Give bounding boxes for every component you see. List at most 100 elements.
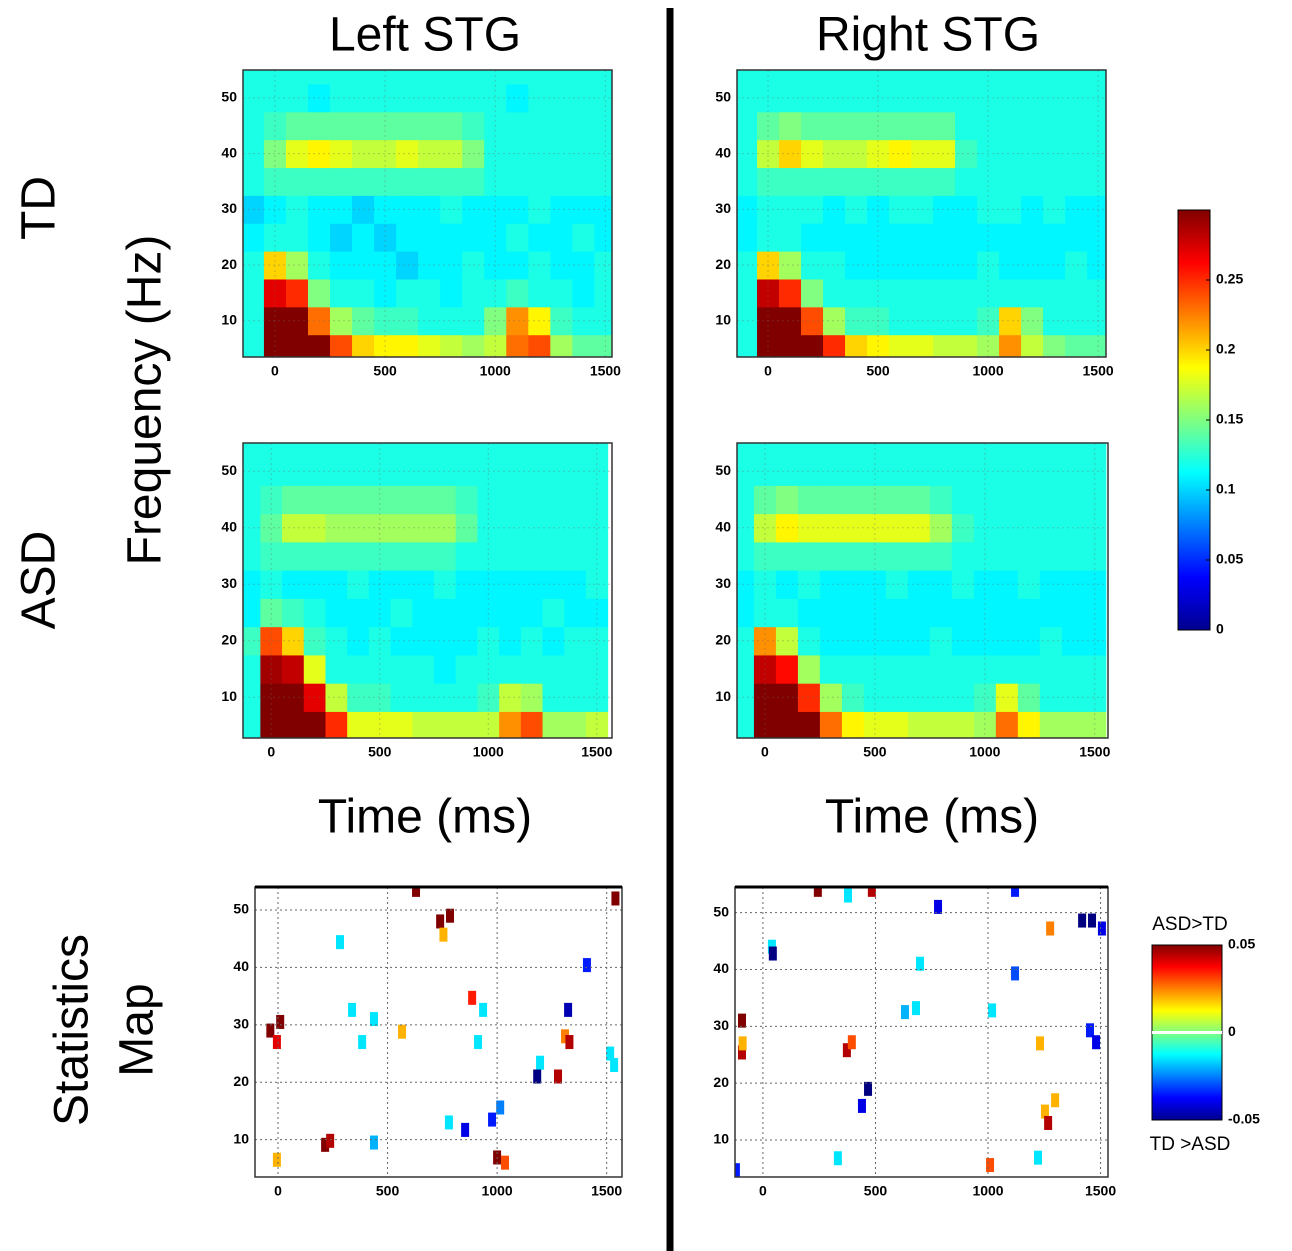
heat-cell: [753, 598, 777, 628]
heat-cell: [325, 541, 348, 571]
heat-cell: [263, 70, 287, 85]
stat-cell: [768, 946, 777, 961]
heat-cell: [911, 70, 934, 85]
y-tick-label: 20: [713, 1074, 729, 1090]
row-label: TD: [13, 176, 66, 240]
heat-cell: [995, 443, 1019, 458]
heat-cell: [462, 111, 485, 141]
heat-cell: [973, 457, 997, 486]
heat-cell: [757, 83, 780, 113]
heat-cell: [585, 513, 609, 543]
stat-cell: [1078, 913, 1087, 928]
heat-cell: [977, 111, 1000, 141]
heat-cell: [973, 485, 997, 515]
heat-cell: [594, 167, 612, 196]
stats-label: Statistics: [46, 934, 99, 1126]
heat-cell: [412, 654, 435, 684]
heat-cell: [1065, 306, 1088, 336]
heat-cell: [845, 83, 868, 113]
heat-cell: [757, 334, 780, 357]
y-tick-label: 20: [233, 1073, 249, 1089]
stat-cell: [606, 1046, 615, 1061]
heat-cell: [325, 598, 348, 628]
heat-cell: [542, 598, 565, 628]
heat-cell: [1021, 111, 1044, 141]
heat-cell: [955, 83, 978, 113]
heat-cell: [823, 83, 846, 113]
heat-cell: [390, 626, 413, 656]
heat-cell: [307, 70, 331, 85]
heat-cell: [477, 541, 500, 571]
x-tick-label: 500: [864, 1183, 888, 1199]
heat-cell: [477, 570, 500, 599]
heat-cell: [374, 251, 397, 280]
heat-cell: [282, 541, 305, 571]
heat-cell: [462, 83, 485, 113]
heat-cell: [867, 334, 890, 357]
stat-cell: [436, 914, 445, 929]
heat-cell: [564, 711, 587, 738]
heat-cell: [243, 570, 261, 599]
y-tick-label: 50: [715, 462, 731, 478]
heat-cell: [779, 70, 802, 85]
heat-cell: [845, 139, 868, 169]
heat-cell: [528, 83, 551, 113]
x-tick-label: 500: [866, 363, 890, 379]
heat-cell: [520, 570, 544, 599]
heat-cell: [282, 626, 305, 656]
heat-cell: [462, 139, 485, 169]
heat-cell: [484, 83, 507, 113]
stat-cell: [336, 935, 345, 950]
heat-cell: [542, 683, 565, 712]
heat-cell: [396, 278, 419, 308]
heat-cell: [907, 626, 931, 656]
stat-cell: [857, 1098, 866, 1113]
heat-cell: [585, 683, 609, 712]
heat-cell: [243, 513, 261, 543]
y-tick-label: 40: [221, 518, 237, 534]
heat-cell: [757, 223, 780, 252]
heat-cell: [973, 683, 997, 712]
heat-cell: [352, 251, 375, 280]
heat-cell: [1021, 195, 1044, 224]
heat-cell: [243, 139, 265, 169]
y-tick-label: 30: [233, 1016, 249, 1032]
heat-cell: [434, 598, 457, 628]
heat-cell: [368, 513, 392, 543]
heat-cell: [737, 513, 755, 543]
heat-cell: [929, 598, 953, 628]
heat-cell: [907, 457, 931, 486]
heat-cell: [823, 306, 846, 336]
heat-cell: [929, 541, 953, 571]
heat-cell: [440, 167, 463, 196]
heat-cell: [1061, 443, 1085, 458]
plot-background: [255, 887, 622, 1177]
heat-cell: [973, 711, 997, 738]
heat-cell: [412, 457, 435, 486]
y-tick-label: 20: [715, 632, 731, 648]
heat-cell: [737, 334, 758, 357]
heat-cell: [1087, 334, 1106, 357]
heat-cell: [243, 443, 261, 458]
heat-cell: [933, 223, 956, 252]
stats-label: Map: [111, 983, 164, 1076]
plot-frame: [242, 69, 613, 358]
heat-cell: [477, 443, 500, 458]
heat-cell: [520, 513, 544, 543]
heat-cell: [374, 139, 397, 169]
heat-cell: [506, 195, 529, 224]
stat-cell: [348, 1002, 357, 1017]
heat-cell: [863, 457, 887, 486]
y-tick-label: 40: [233, 958, 249, 974]
heat-cell: [499, 683, 522, 712]
heat-cell: [243, 334, 265, 357]
heat-cell: [841, 443, 865, 458]
x-tick-label: 500: [368, 744, 392, 760]
heat-cell: [520, 711, 544, 738]
heat-cell: [307, 83, 331, 113]
heat-cell: [797, 598, 821, 628]
heat-cell: [434, 457, 457, 486]
heat-cell: [1021, 139, 1044, 169]
heat-cell: [455, 598, 478, 628]
heat-cell: [243, 683, 261, 712]
